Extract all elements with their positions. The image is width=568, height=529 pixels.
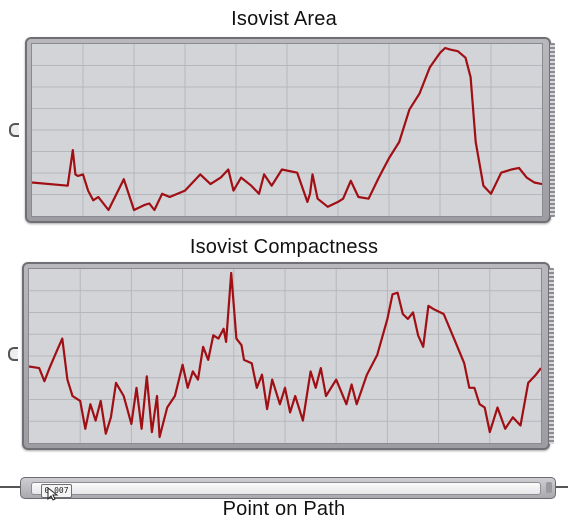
slider-output-grip[interactable] — [546, 482, 552, 493]
graph-output-grip[interactable] — [550, 43, 555, 217]
graph-output-grip[interactable] — [549, 268, 554, 444]
slider-track[interactable]: 0.007 — [31, 482, 541, 495]
graph-title-isovist-compactness: Isovist Compactness — [0, 236, 568, 259]
input-wire — [0, 486, 22, 488]
isovist-area-chart — [32, 44, 542, 216]
graph-component-isovist-compactness[interactable] — [22, 262, 550, 450]
graph-title-isovist-area: Isovist Area — [0, 8, 568, 31]
isovist-compactness-chart — [29, 269, 541, 443]
point-on-path-slider[interactable]: 0.007 — [20, 477, 556, 499]
graph-plot-area — [31, 43, 543, 217]
slider-caption: Point on Path — [0, 498, 568, 521]
graph-plot-area — [28, 268, 542, 444]
graph-component-isovist-area[interactable] — [25, 37, 551, 223]
graph-input-port[interactable] — [9, 123, 19, 137]
graph-input-port[interactable] — [8, 347, 18, 361]
